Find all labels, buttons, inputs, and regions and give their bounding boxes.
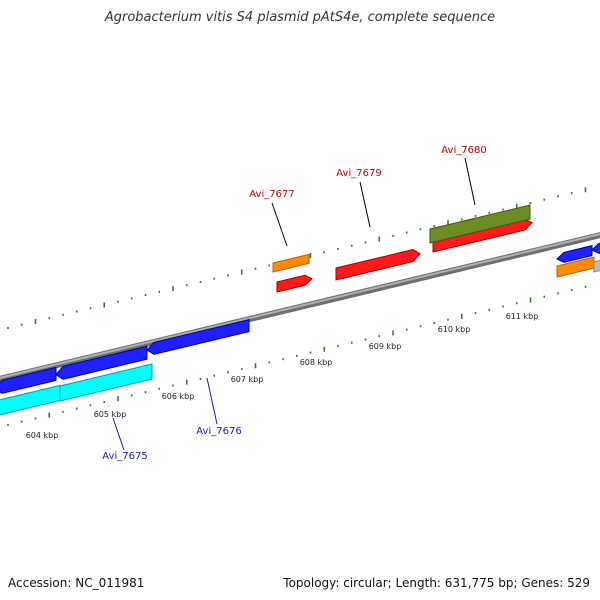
gene-label-avi-7677[interactable]: Avi_7677 <box>249 189 294 200</box>
scale-label: 608 kbp <box>300 358 333 367</box>
leader-avi-7680 <box>464 157 476 206</box>
gene-bar-orange[interactable] <box>272 253 310 273</box>
topology-summary: Topology: circular; Length: 631,775 bp; … <box>283 576 590 590</box>
gene-label-avi-7675[interactable]: Avi_7675 <box>102 451 147 462</box>
scale-label: 607 kbp <box>231 375 264 384</box>
scale-label: 606 kbp <box>162 392 195 401</box>
gene-arrow-blue[interactable] <box>146 318 250 355</box>
gene-arrow-blue[interactable] <box>591 241 600 254</box>
gene-bar-cyan[interactable] <box>59 363 153 402</box>
gene-arrow-red[interactable] <box>276 274 313 293</box>
leader-avi-7679 <box>359 181 371 228</box>
leader-avi-7675 <box>112 417 125 451</box>
scale-label: 610 kbp <box>438 325 471 334</box>
gene-features[interactable] <box>0 204 600 416</box>
map-title: Agrobacterium vitis S4 plasmid pAtS4e, c… <box>104 10 496 25</box>
leader-avi-7677 <box>271 202 288 247</box>
scale-label: 611 kbp <box>506 312 539 321</box>
accession-text: Accession: NC_011981 <box>8 576 145 590</box>
sequence-backbone-highlight <box>0 233 600 379</box>
gene-label-avi-7680[interactable]: Avi_7680 <box>441 145 486 156</box>
gene-bar-olive[interactable] <box>429 204 531 244</box>
gene-bar-grey[interactable] <box>593 258 600 273</box>
scale-label: 605 kbp <box>94 410 127 419</box>
scale-label: 604 kbp <box>26 431 59 440</box>
gene-arrow-red[interactable] <box>335 249 421 281</box>
gene-arrow-blue[interactable] <box>556 244 593 263</box>
gene-label-avi-7679[interactable]: Avi_7679 <box>336 168 381 179</box>
leader-avi-7676 <box>206 377 218 425</box>
gene-arrow-blue[interactable] <box>55 345 148 380</box>
inner-tick-track <box>7 285 587 426</box>
gene-label-avi-7676[interactable]: Avi_7676 <box>196 426 241 437</box>
gene-arrow-blue[interactable] <box>0 366 57 394</box>
scale-label: 609 kbp <box>369 342 402 351</box>
